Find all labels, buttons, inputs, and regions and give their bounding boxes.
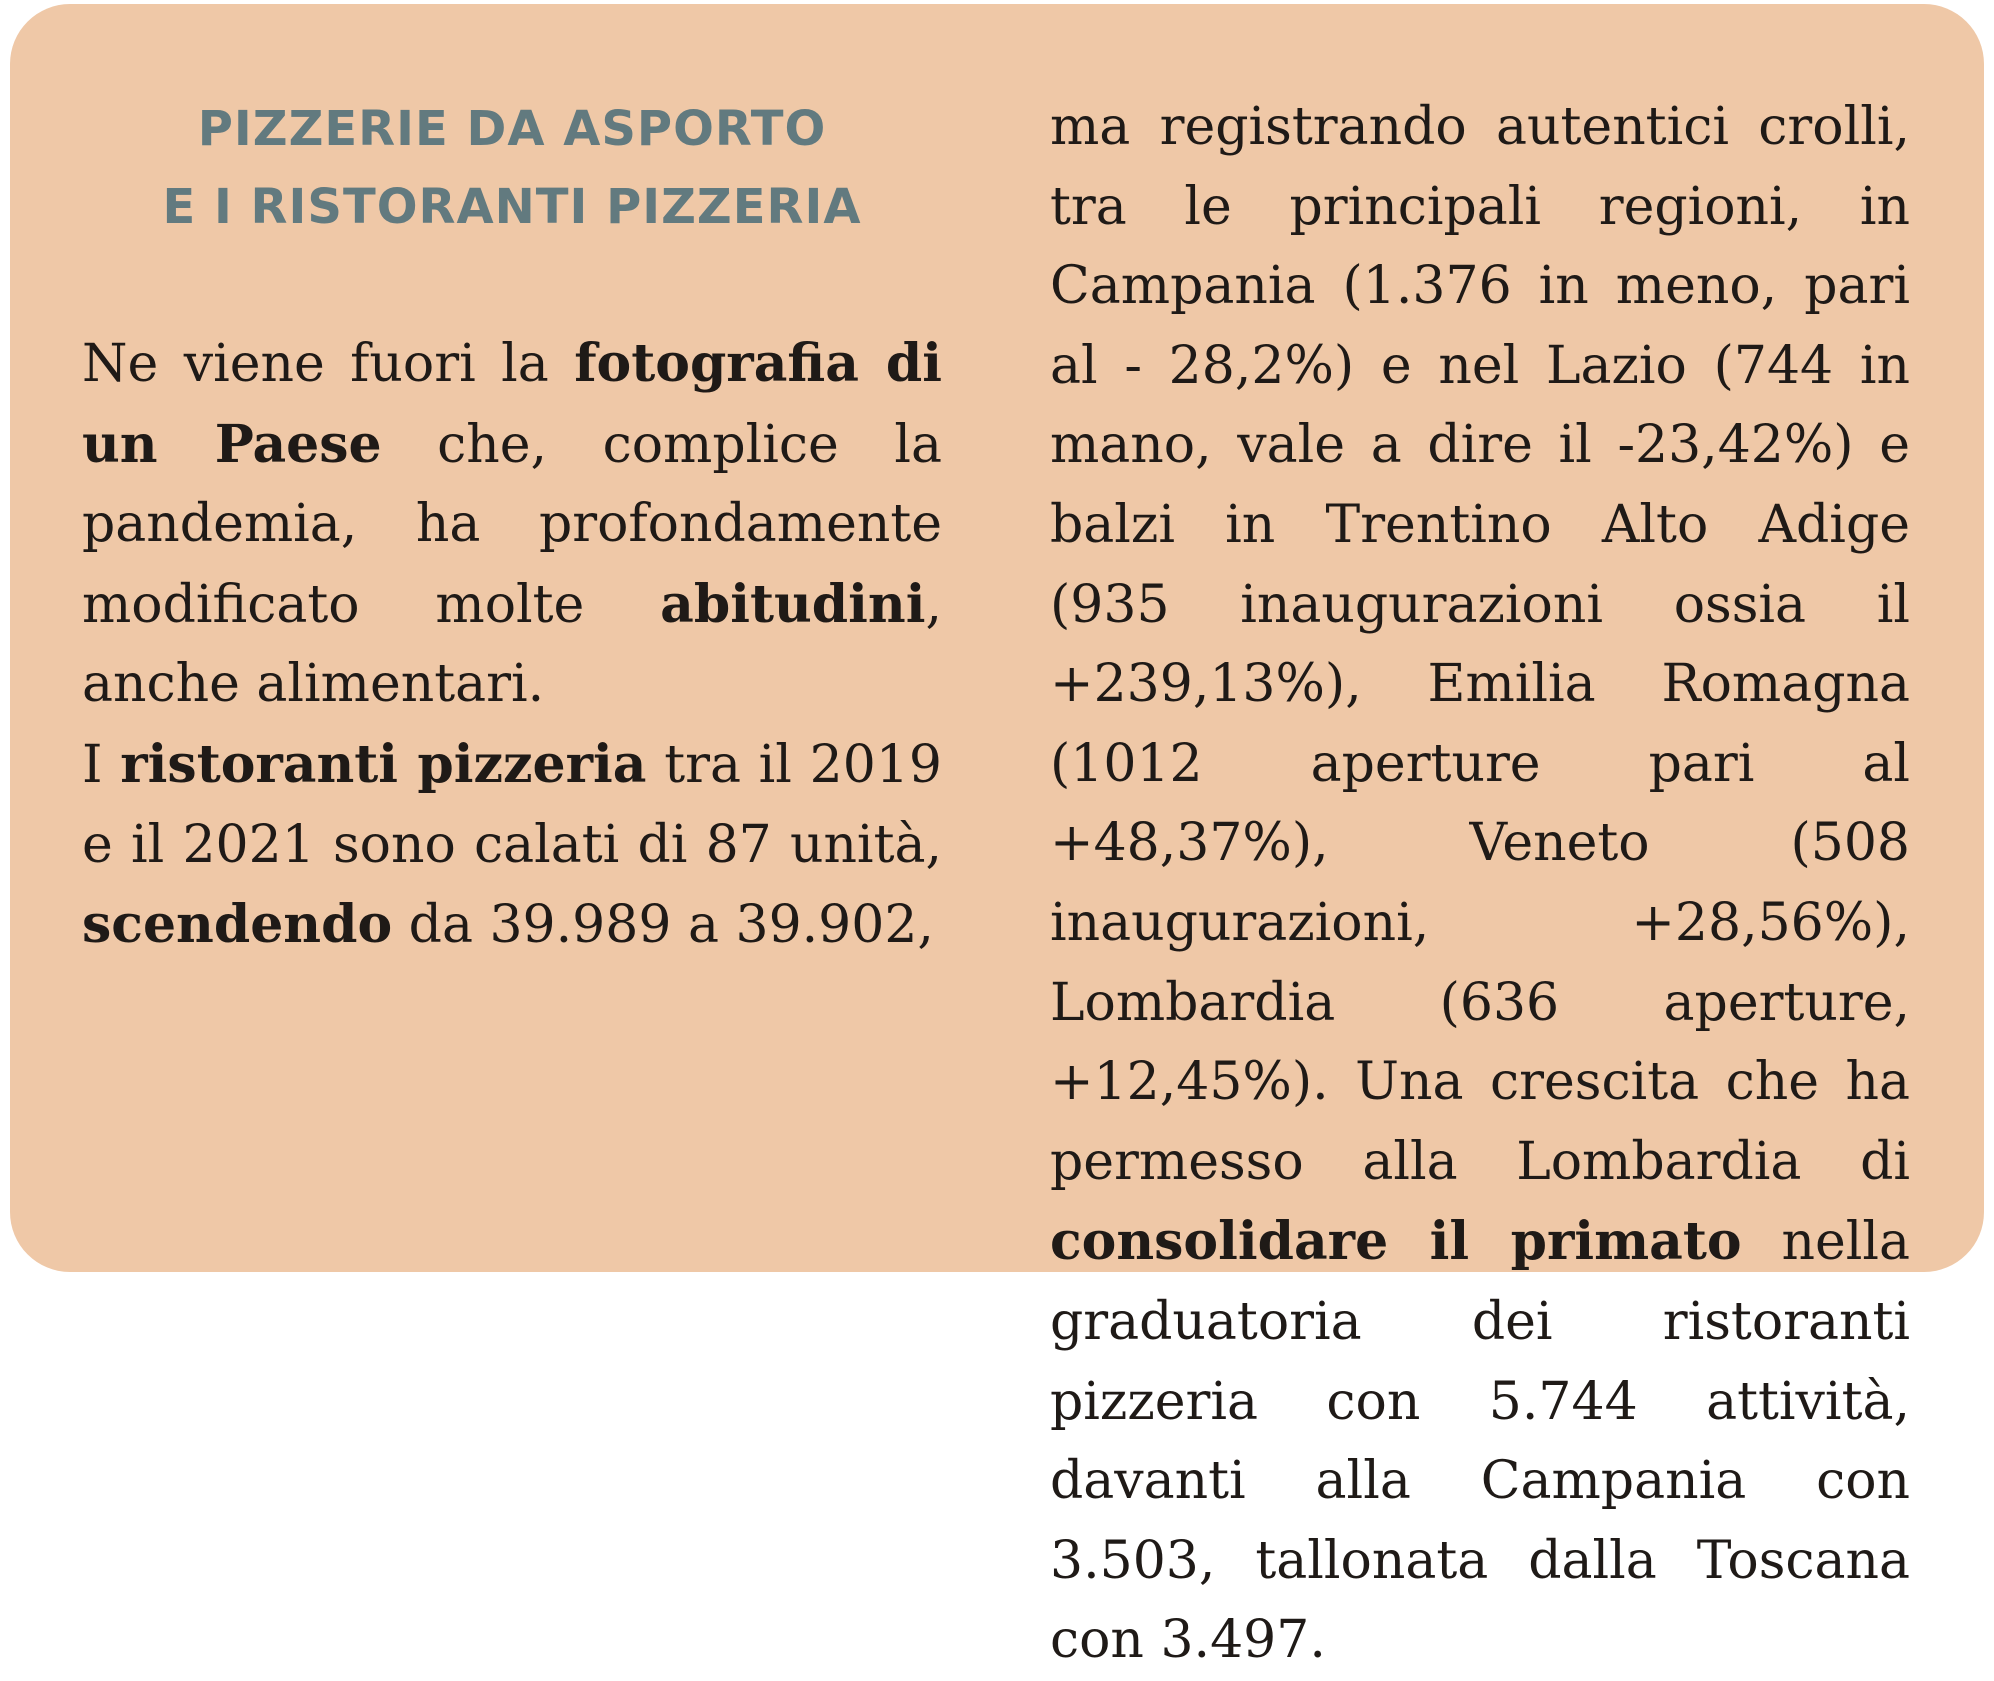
info-box: PIZZERIE DA ASPORTO E I RISTORANTI PIZZE… <box>10 4 1984 1670</box>
box-title-line-2: E I RISTORANTI PIZZERIA <box>162 179 862 235</box>
bold-phrase: ristoranti pizzeria <box>120 733 647 795</box>
bold-phrase: fotografia di un Paese <box>82 333 943 475</box>
box-title-line-1: PIZZERIE DA ASPORTO <box>197 101 827 157</box>
bold-phrase: abitudini <box>660 573 926 635</box>
text-column-right: ma registrando autentici crolli, tra le … <box>1050 88 1910 1681</box>
text-run: I <box>82 734 121 795</box>
text-column-left: Ne viene fuori la fotografia di un Paese… <box>82 324 942 966</box>
text-run: Ne viene fuori la <box>82 334 575 394</box>
text-run: ma registrando autentici crolli, tra le … <box>1050 97 1910 1192</box>
text-run: , anche alimentari. <box>82 574 942 715</box>
paragraph-intro: Ne viene fuori la fotografia di un Paese… <box>82 324 942 725</box>
text-run: nella graduatoria dei ristoranti pizzeri… <box>1050 1212 1910 1671</box>
text-run: da 39.989 a 39.902, <box>392 895 934 956</box>
bold-phrase: consolidare il primato <box>1050 1211 1742 1273</box>
paragraph-statistics-part-1: I ristoranti pizzeria tra il 2019 e il 2… <box>82 725 942 966</box>
text-run: tra il 2019 e il 2021 sono calati di 87 … <box>82 734 942 875</box>
text-run: che, complice la pandemia, ha profondame… <box>82 414 942 635</box>
box-title: PIZZERIE DA ASPORTO E I RISTORANTI PIZZE… <box>82 90 942 246</box>
paragraph-statistics-part-2: ma registrando autentici crolli, tra le … <box>1050 88 1910 1681</box>
bold-phrase: scendendo <box>82 894 393 956</box>
